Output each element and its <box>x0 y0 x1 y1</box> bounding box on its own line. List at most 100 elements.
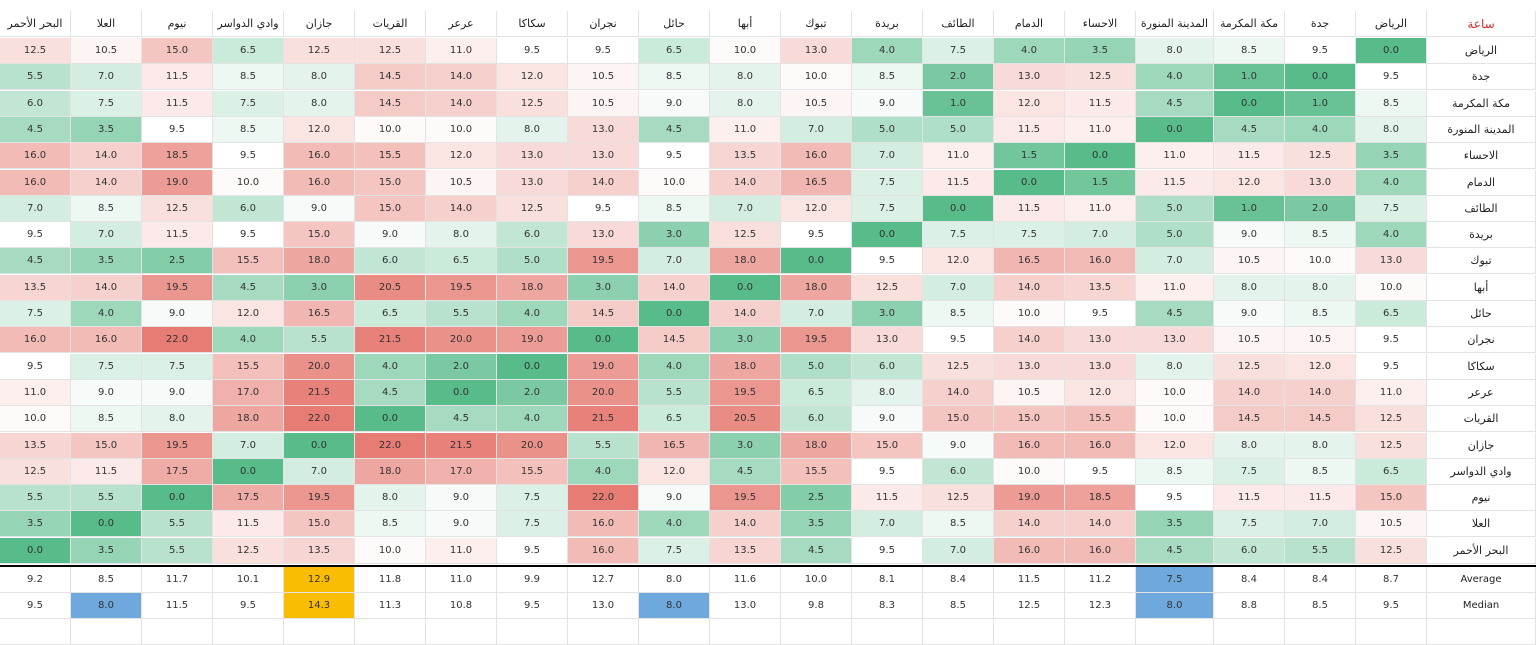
column-header[interactable]: بريدة <box>852 11 923 37</box>
matrix-cell[interactable]: 12.5 <box>1065 64 1136 91</box>
matrix-cell[interactable]: 21.5 <box>284 379 355 406</box>
column-header[interactable]: الرياض <box>1356 11 1427 37</box>
matrix-cell[interactable]: 19.0 <box>142 169 213 196</box>
summary-cell[interactable]: 8.4 <box>923 567 994 593</box>
matrix-cell[interactable]: 8.5 <box>923 511 994 538</box>
matrix-cell[interactable]: 4.0 <box>1356 169 1427 196</box>
matrix-cell[interactable]: 6.5 <box>213 38 284 64</box>
matrix-cell[interactable]: 12.5 <box>497 90 568 117</box>
matrix-cell[interactable]: 6.5 <box>1356 458 1427 485</box>
empty-cell[interactable] <box>994 619 1065 645</box>
matrix-cell[interactable]: 7.5 <box>1356 195 1427 222</box>
matrix-cell[interactable]: 8.0 <box>710 64 781 91</box>
matrix-cell[interactable]: 1.0 <box>1214 195 1285 222</box>
matrix-cell[interactable]: 4.0 <box>639 511 710 538</box>
matrix-cell[interactable]: 3.0 <box>568 274 639 301</box>
matrix-cell[interactable]: 19.0 <box>568 353 639 380</box>
column-header[interactable]: نيوم <box>142 11 213 37</box>
matrix-cell[interactable]: 10.0 <box>213 169 284 196</box>
matrix-cell[interactable]: 4.0 <box>1136 64 1214 91</box>
matrix-cell[interactable]: 7.5 <box>1214 458 1285 485</box>
matrix-cell[interactable]: 10.5 <box>1356 511 1427 538</box>
empty-cell[interactable] <box>355 619 426 645</box>
column-header[interactable]: أبها <box>710 11 781 37</box>
matrix-cell[interactable]: 11.5 <box>1065 90 1136 117</box>
matrix-cell[interactable]: 8.0 <box>1136 38 1214 64</box>
matrix-cell[interactable]: 9.0 <box>426 485 497 512</box>
matrix-cell[interactable]: 13.5 <box>1065 274 1136 301</box>
matrix-cell[interactable]: 6.0 <box>781 406 852 433</box>
matrix-cell[interactable]: 14.0 <box>71 274 142 301</box>
matrix-cell[interactable]: 6.0 <box>852 353 923 380</box>
empty-cell[interactable] <box>0 619 71 645</box>
matrix-cell[interactable]: 20.0 <box>426 327 497 354</box>
matrix-cell[interactable]: 22.0 <box>568 485 639 512</box>
matrix-cell[interactable]: 8.5 <box>355 511 426 538</box>
matrix-cell[interactable]: 16.0 <box>1065 537 1136 564</box>
matrix-cell[interactable]: 11.0 <box>426 38 497 64</box>
matrix-cell[interactable]: 11.5 <box>1136 169 1214 196</box>
matrix-cell[interactable]: 9.0 <box>852 90 923 117</box>
matrix-cell[interactable]: 13.0 <box>568 116 639 143</box>
matrix-cell[interactable]: 5.0 <box>923 116 994 143</box>
matrix-cell[interactable]: 16.0 <box>284 143 355 170</box>
matrix-cell[interactable]: 10.5 <box>1214 248 1285 275</box>
matrix-cell[interactable]: 12.5 <box>852 274 923 301</box>
matrix-cell[interactable]: 18.5 <box>1065 485 1136 512</box>
matrix-cell[interactable]: 7.0 <box>213 432 284 459</box>
row-label[interactable]: المدينة المنورة <box>1427 116 1536 143</box>
matrix-cell[interactable]: 16.0 <box>994 537 1065 564</box>
matrix-cell[interactable]: 5.0 <box>497 248 568 275</box>
matrix-cell[interactable]: 11.5 <box>142 64 213 91</box>
matrix-cell[interactable]: 12.5 <box>1214 353 1285 380</box>
matrix-cell[interactable]: 15.0 <box>355 195 426 222</box>
matrix-cell[interactable]: 11.0 <box>1136 274 1214 301</box>
summary-cell[interactable]: 8.0 <box>639 593 710 619</box>
row-label[interactable]: الطائف <box>1427 195 1536 222</box>
summary-cell[interactable]: 8.8 <box>1214 593 1285 619</box>
summary-cell[interactable]: 10.1 <box>213 567 284 593</box>
matrix-cell[interactable]: 7.5 <box>923 38 994 64</box>
summary-cell[interactable]: 11.0 <box>426 567 497 593</box>
matrix-cell[interactable]: 4.0 <box>639 353 710 380</box>
summary-cell[interactable]: 11.6 <box>710 567 781 593</box>
row-label[interactable]: بريدة <box>1427 222 1536 249</box>
matrix-cell[interactable]: 15.5 <box>355 143 426 170</box>
matrix-cell[interactable]: 7.0 <box>71 64 142 91</box>
matrix-cell[interactable]: 13.0 <box>1356 248 1427 275</box>
matrix-cell[interactable]: 5.0 <box>1136 195 1214 222</box>
column-header[interactable]: المدينة المنورة <box>1136 11 1214 37</box>
matrix-cell[interactable]: 8.0 <box>1285 432 1356 459</box>
matrix-cell[interactable]: 8.0 <box>852 379 923 406</box>
matrix-cell[interactable]: 6.5 <box>639 406 710 433</box>
matrix-cell[interactable]: 4.0 <box>213 327 284 354</box>
empty-cell[interactable] <box>142 619 213 645</box>
matrix-cell[interactable]: 16.0 <box>0 327 71 354</box>
matrix-cell[interactable]: 1.0 <box>1285 90 1356 117</box>
matrix-cell[interactable]: 8.0 <box>1214 274 1285 301</box>
matrix-cell[interactable]: 9.5 <box>142 116 213 143</box>
matrix-cell[interactable]: 12.0 <box>1065 379 1136 406</box>
matrix-cell[interactable]: 0.0 <box>0 537 71 564</box>
matrix-cell[interactable]: 8.5 <box>1285 458 1356 485</box>
matrix-cell[interactable]: 12.5 <box>0 38 71 64</box>
matrix-cell[interactable]: 2.5 <box>142 248 213 275</box>
matrix-cell[interactable]: 9.5 <box>568 38 639 64</box>
matrix-cell[interactable]: 6.0 <box>497 222 568 249</box>
matrix-cell[interactable]: 19.5 <box>142 432 213 459</box>
matrix-cell[interactable]: 10.0 <box>1356 274 1427 301</box>
matrix-cell[interactable]: 15.5 <box>781 458 852 485</box>
matrix-cell[interactable]: 5.0 <box>1136 222 1214 249</box>
summary-cell[interactable]: 12.9 <box>284 567 355 593</box>
matrix-cell[interactable]: 11.5 <box>213 511 284 538</box>
matrix-cell[interactable]: 7.5 <box>639 537 710 564</box>
matrix-cell[interactable]: 2.0 <box>426 353 497 380</box>
matrix-cell[interactable]: 12.0 <box>1214 169 1285 196</box>
matrix-cell[interactable]: 4.0 <box>71 301 142 327</box>
matrix-cell[interactable]: 9.0 <box>355 222 426 249</box>
empty-cell[interactable] <box>1065 619 1136 645</box>
matrix-cell[interactable]: 8.5 <box>852 64 923 91</box>
empty-cell[interactable] <box>1214 619 1285 645</box>
summary-cell[interactable]: 8.7 <box>1356 567 1427 593</box>
matrix-cell[interactable]: 12.5 <box>1356 432 1427 459</box>
